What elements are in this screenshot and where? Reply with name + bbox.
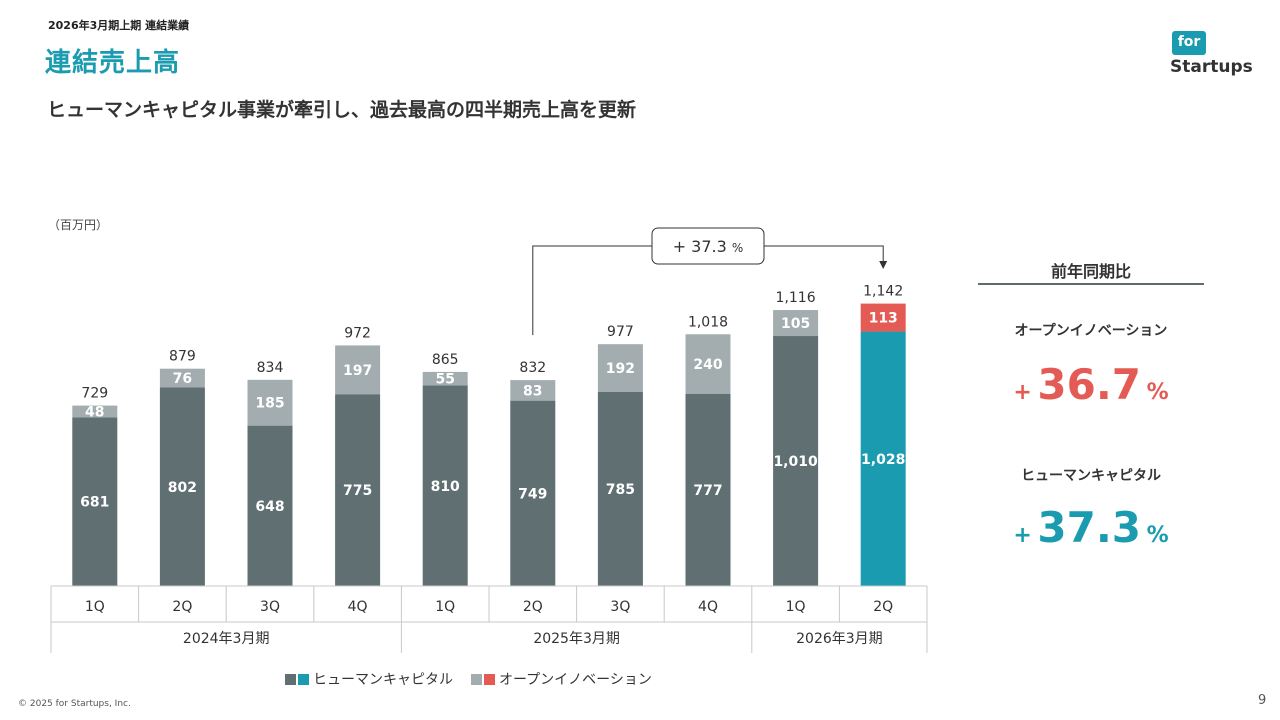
headline: ヒューマンキャピタル事業が牽引し、過去最高の四半期売上高を更新 bbox=[47, 99, 637, 121]
bar-open-innovation bbox=[860, 303, 906, 332]
bar-open-innovation bbox=[685, 334, 731, 394]
data-label-total: 865 bbox=[432, 352, 459, 368]
bar-open-innovation bbox=[422, 371, 468, 386]
data-label-open-innovation: 76 bbox=[173, 371, 192, 387]
data-label-human-capital: 785 bbox=[606, 482, 635, 498]
metric-unit: % bbox=[1146, 523, 1169, 548]
metric-sign: + bbox=[1013, 380, 1032, 405]
bar-human-capital bbox=[72, 417, 118, 586]
annotation-box bbox=[651, 227, 765, 265]
legend-swatch-human-capital-highlight bbox=[298, 673, 309, 685]
bar-open-innovation bbox=[597, 344, 643, 392]
x-tick-label: 1Q bbox=[435, 599, 455, 615]
legend-swatch-open-innovation-highlight bbox=[484, 673, 495, 685]
data-label-total: 834 bbox=[257, 360, 284, 376]
copyright: © 2025 for Startups, Inc. bbox=[18, 699, 131, 709]
logo-mark: for bbox=[1172, 31, 1206, 55]
logo-wordmark: Startups bbox=[1170, 57, 1253, 77]
metric-label-open-innovation: オープンイノベーション bbox=[1014, 323, 1168, 339]
yoy-divider bbox=[978, 283, 1204, 285]
annotation-unit: % bbox=[732, 241, 743, 255]
data-label-open-innovation: 113 bbox=[869, 311, 898, 327]
data-label-human-capital: 802 bbox=[168, 480, 197, 496]
data-label-human-capital: 749 bbox=[518, 486, 547, 502]
legend-label-open-innovation: オープンイノベーション bbox=[499, 672, 652, 688]
revenue-chart: 681 48 729 1Q 802 76 879 2Q 648 185 834 3Q 775 197 972… bbox=[50, 227, 928, 653]
x-tick-label: 2Q bbox=[172, 599, 192, 615]
metric-number: 37.3 bbox=[1037, 503, 1142, 552]
data-label-human-capital: 810 bbox=[431, 479, 460, 495]
bar-human-capital bbox=[422, 385, 468, 586]
data-label-total: 879 bbox=[169, 349, 196, 365]
x-tick-label: 3Q bbox=[260, 599, 280, 615]
yoy-header: 前年同期比 bbox=[1050, 262, 1131, 281]
metric-unit: % bbox=[1146, 380, 1169, 405]
data-label-human-capital: 681 bbox=[80, 495, 109, 511]
data-label-open-innovation: 185 bbox=[255, 396, 284, 412]
x-tick-label: 4Q bbox=[698, 599, 718, 615]
metric-sign: + bbox=[1013, 523, 1032, 548]
data-label-total: 972 bbox=[344, 325, 371, 341]
data-label-open-innovation: 83 bbox=[523, 383, 542, 399]
group-label: 2025年3月期 bbox=[533, 631, 620, 647]
data-label-open-innovation: 240 bbox=[693, 357, 722, 373]
breadcrumb: 2026年3月期上期 連結業績 bbox=[48, 19, 190, 32]
data-label-open-innovation: 192 bbox=[606, 361, 635, 377]
data-label-human-capital: 775 bbox=[343, 483, 372, 499]
data-label-open-innovation: 197 bbox=[343, 363, 372, 379]
annotation-value: + 37.3 bbox=[673, 237, 732, 256]
x-tick-label: 2Q bbox=[873, 599, 893, 615]
data-label-open-innovation: 105 bbox=[781, 316, 810, 332]
x-tick-label: 2Q bbox=[523, 599, 543, 615]
x-tick-label: 1Q bbox=[786, 599, 806, 615]
bar-open-innovation bbox=[159, 368, 205, 388]
metric-value-human-capital: + 37.3 % bbox=[978, 503, 1204, 552]
data-label-total: 832 bbox=[519, 360, 546, 376]
bar-human-capital bbox=[860, 331, 906, 586]
bar-human-capital bbox=[247, 425, 293, 586]
annotation-arrowhead bbox=[879, 261, 888, 269]
page-title: 連結売上高 bbox=[45, 48, 181, 78]
bar-human-capital bbox=[685, 393, 731, 586]
group-label: 2024年3月期 bbox=[183, 631, 270, 647]
company-logo: for Startups bbox=[1168, 30, 1258, 80]
chart-unit-label: （百万円） bbox=[48, 218, 109, 232]
data-label-human-capital: 1,010 bbox=[773, 454, 818, 470]
legend-swatch-human-capital bbox=[285, 673, 296, 685]
bar-human-capital bbox=[335, 394, 381, 586]
data-label-total: 1,018 bbox=[688, 314, 728, 330]
bar-human-capital bbox=[773, 336, 819, 586]
data-label-open-innovation: 48 bbox=[85, 405, 104, 421]
chart-legend: ヒューマンキャピタル オープンイノベーション bbox=[285, 669, 652, 689]
metric-value-open-innovation: + 36.7 % bbox=[978, 360, 1204, 409]
metric-number: 36.7 bbox=[1037, 360, 1142, 409]
x-tick-label: 3Q bbox=[610, 599, 630, 615]
data-label-total: 1,142 bbox=[863, 284, 903, 300]
group-label: 2026年3月期 bbox=[796, 631, 883, 647]
bar-human-capital bbox=[510, 400, 556, 586]
data-label-human-capital: 1,028 bbox=[861, 452, 905, 468]
annotation-label: + 37.3 % bbox=[673, 237, 744, 256]
metric-label-human-capital: ヒューマンキャピタル bbox=[1021, 468, 1161, 484]
data-label-total: 977 bbox=[607, 324, 634, 340]
bar-open-innovation bbox=[773, 310, 819, 337]
bar-open-innovation bbox=[72, 405, 118, 418]
bar-open-innovation bbox=[335, 345, 381, 395]
data-label-human-capital: 777 bbox=[693, 483, 722, 499]
data-label-total: 729 bbox=[81, 386, 108, 402]
legend-swatch-open-innovation bbox=[471, 673, 482, 685]
bar-open-innovation bbox=[510, 380, 556, 401]
data-label-total: 1,116 bbox=[776, 290, 816, 306]
x-tick-label: 4Q bbox=[348, 599, 368, 615]
data-label-open-innovation: 55 bbox=[435, 372, 454, 388]
x-tick-label: 1Q bbox=[85, 599, 105, 615]
bar-human-capital bbox=[597, 391, 643, 586]
data-label-human-capital: 648 bbox=[255, 499, 284, 515]
legend-label-human-capital: ヒューマンキャピタル bbox=[313, 672, 453, 688]
page-number: 9 bbox=[1258, 693, 1267, 708]
bar-open-innovation bbox=[247, 379, 293, 426]
bar-human-capital bbox=[159, 387, 205, 586]
